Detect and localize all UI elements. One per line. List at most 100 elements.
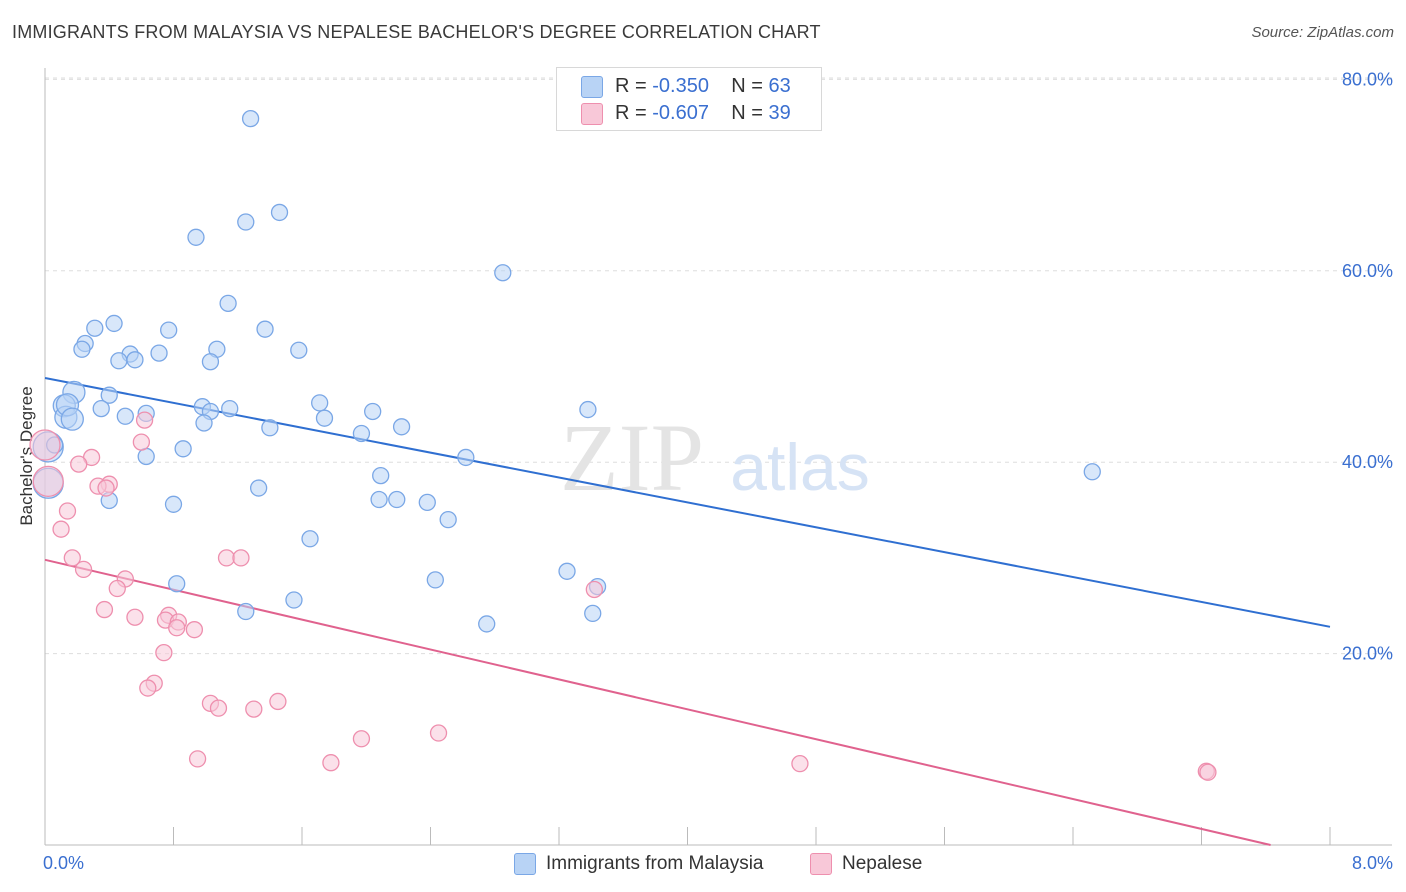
malaysia-point <box>301 530 319 548</box>
malaysia-point <box>137 447 155 466</box>
malaysia-point <box>126 351 144 369</box>
malaysia-point <box>579 400 597 419</box>
malaysia-point <box>116 407 134 425</box>
malaysia-point <box>110 352 128 370</box>
series-legend: Immigrants from Malaysia Nepalese <box>514 851 954 877</box>
malaysia-point <box>73 340 91 358</box>
nepalese-point <box>185 621 204 639</box>
trend-line <box>44 377 1331 628</box>
legend-label-nepalese: Nepalese <box>842 853 923 874</box>
malaysia-point <box>195 414 213 432</box>
nepalese-point <box>132 433 151 451</box>
y-tick-label: 60.0% <box>1342 261 1393 281</box>
malaysia-point <box>237 602 255 621</box>
nepalese-point <box>188 750 207 768</box>
legend-swatch-malaysia <box>581 76 603 98</box>
malaysia-point <box>439 510 457 529</box>
nepalese-point <box>70 455 88 473</box>
malaysia-point <box>370 490 388 509</box>
malaysia-point <box>150 344 168 362</box>
malaysia-point <box>221 399 239 418</box>
watermark: ZIP atlas <box>560 404 870 511</box>
malaysia-point <box>315 409 334 427</box>
malaysia-point <box>478 615 496 633</box>
nepalese-point <box>139 679 157 697</box>
legend-swatch-nepalese <box>810 853 832 875</box>
malaysia-point <box>241 109 260 128</box>
y-tick-label: 80.0% <box>1342 69 1393 89</box>
y-tick-label: 40.0% <box>1342 452 1393 472</box>
malaysia-point <box>187 228 205 246</box>
malaysia-point <box>1083 463 1101 481</box>
nepalese-point <box>1199 763 1217 781</box>
r-label: R = <box>615 75 653 97</box>
nepalese-point <box>245 700 263 718</box>
malaysia-point <box>60 407 84 431</box>
n-value: 63 <box>768 75 791 97</box>
data-points <box>29 109 1217 781</box>
malaysia-point <box>364 402 382 421</box>
malaysia-point <box>105 314 123 333</box>
watermark-zip: ZIP <box>560 404 704 511</box>
malaysia-point <box>237 213 255 231</box>
n-value: 39 <box>768 102 791 124</box>
nepalese-point <box>429 724 448 742</box>
nepalese-point <box>135 411 154 429</box>
nepalese-point <box>585 580 603 599</box>
malaysia-point <box>164 495 183 513</box>
x-tick-label: 0.0% <box>43 853 84 873</box>
malaysia-point <box>311 394 329 412</box>
legend-swatch-nepalese <box>581 103 603 125</box>
malaysia-point <box>392 418 411 436</box>
axes <box>44 68 1392 846</box>
nepalese-point <box>97 479 115 497</box>
nepalese-point <box>791 755 809 773</box>
nepalese-point <box>322 754 340 772</box>
n-label: N = <box>731 75 769 97</box>
nepalese-point <box>269 692 287 711</box>
trend-line <box>44 558 1271 846</box>
malaysia-point <box>219 294 237 312</box>
malaysia-point <box>92 399 110 418</box>
malaysia-point <box>457 448 475 467</box>
nepalese-point <box>352 730 371 748</box>
nepalese-point <box>29 429 61 461</box>
nepalese-point <box>58 502 77 520</box>
nepalese-point <box>232 549 250 567</box>
r-value: -0.350 <box>652 75 709 97</box>
malaysia-point <box>285 591 303 609</box>
malaysia-point <box>418 493 436 512</box>
watermark-atlas: atlas <box>730 430 869 504</box>
nepalese-point <box>52 520 70 538</box>
malaysia-point <box>201 353 220 371</box>
r-value: -0.607 <box>652 102 709 124</box>
malaysia-point <box>100 386 118 404</box>
malaysia-point <box>174 440 192 458</box>
tick-labels: 20.0% 40.0% 60.0% 80.0% 0.0% 8.0% <box>43 69 1393 873</box>
legend-swatch-malaysia <box>514 853 536 875</box>
nepalese-point <box>155 643 173 662</box>
malaysia-point <box>256 320 274 338</box>
malaysia-point <box>86 319 104 337</box>
malaysia-point <box>494 264 512 282</box>
gridlines <box>45 77 1392 655</box>
malaysia-point <box>160 321 178 339</box>
correlation-legend: R = -0.350 N = 63 R = -0.607 N = 39 <box>556 67 822 131</box>
x-tick-label: 8.0% <box>1352 853 1393 873</box>
source-label: Source: ZipAtlas.com <box>1251 24 1394 41</box>
malaysia-point <box>584 604 602 623</box>
n-label: N = <box>731 102 769 124</box>
r-label: R = <box>615 102 653 124</box>
malaysia-point <box>249 479 268 497</box>
nepalese-point <box>63 549 81 567</box>
chart-title: IMMIGRANTS FROM MALAYSIA VS NEPALESE BAC… <box>12 22 821 42</box>
nepalese-point <box>168 619 186 637</box>
nepalese-point <box>95 600 114 619</box>
malaysia-point <box>270 203 289 222</box>
legend-label-malaysia: Immigrants from Malaysia <box>546 853 764 874</box>
nepalese-point <box>217 549 236 567</box>
malaysia-point <box>352 424 371 443</box>
malaysia-point <box>558 562 576 580</box>
malaysia-point <box>290 341 308 359</box>
